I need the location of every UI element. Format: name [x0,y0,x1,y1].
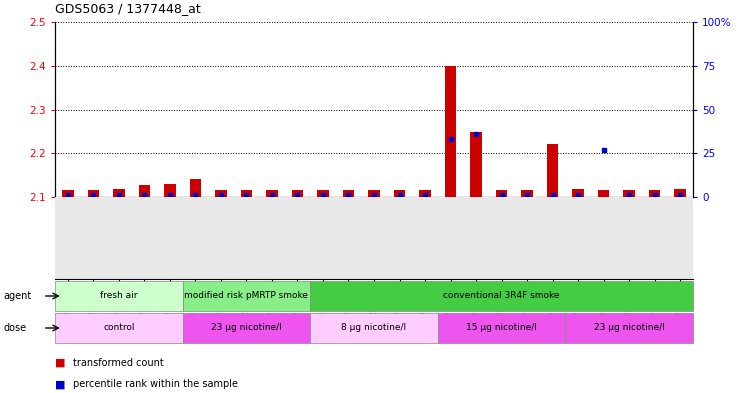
Bar [521,191,533,197]
Bar [496,191,507,197]
Text: fresh air: fresh air [100,292,137,301]
Bar [190,180,201,197]
Bar [113,189,125,197]
Bar [573,189,584,197]
Bar [292,191,303,197]
Bar [419,191,431,197]
Bar [317,191,328,197]
Text: percentile rank within the sample: percentile rank within the sample [74,379,238,389]
Text: ■: ■ [55,358,66,367]
Bar [675,189,686,197]
Text: 23 μg nicotine/l: 23 μg nicotine/l [211,323,282,332]
Bar [266,191,277,197]
Bar [624,190,635,197]
Bar [368,190,380,197]
Bar [62,189,74,197]
Bar [342,191,354,197]
Bar [88,189,99,197]
Bar [241,191,252,197]
Text: modified risk pMRTP smoke: modified risk pMRTP smoke [184,292,308,301]
Bar [470,132,482,197]
Bar [547,145,559,197]
Bar [598,191,610,197]
Text: conventional 3R4F smoke: conventional 3R4F smoke [444,292,560,301]
Text: control: control [103,323,134,332]
Text: 8 μg nicotine/l: 8 μg nicotine/l [342,323,407,332]
Text: GDS5063 / 1377448_at: GDS5063 / 1377448_at [55,2,201,15]
Text: ■: ■ [55,379,66,389]
Bar [649,190,661,197]
Bar [445,66,456,197]
Text: 15 μg nicotine/l: 15 μg nicotine/l [466,323,537,332]
Text: 23 μg nicotine/l: 23 μg nicotine/l [594,323,665,332]
Bar [139,185,150,197]
Text: agent: agent [4,291,32,301]
Bar [164,184,176,197]
Text: dose: dose [4,323,27,333]
Bar [215,191,227,197]
Text: transformed count: transformed count [74,358,164,367]
Bar [394,191,405,197]
